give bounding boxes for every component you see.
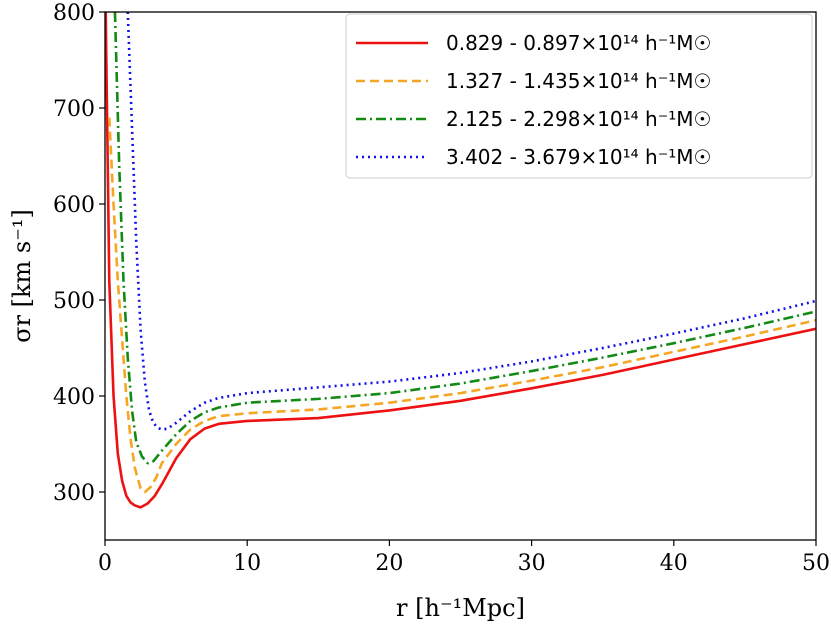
series-line-2 <box>107 117 816 494</box>
plot-frame <box>104 11 817 541</box>
series-group <box>105 12 816 509</box>
series-line-3 <box>113 12 816 465</box>
series-line-4 <box>126 12 816 431</box>
x-tick-label-50: 50 <box>802 551 830 576</box>
x-tick-label-0: 0 <box>98 551 112 576</box>
legend-label-3: 2.125 - 2.298×10¹⁴ h⁻¹M☉ <box>446 107 711 131</box>
y-tick-label-300: 300 <box>53 481 95 506</box>
legend-box <box>345 13 813 179</box>
y-tick-label-500: 500 <box>53 289 95 314</box>
x-tick-label-20: 20 <box>375 551 403 576</box>
y-tick-label-700: 700 <box>53 97 95 122</box>
legend-label-4: 3.402 - 3.679×10¹⁴ h⁻¹M☉ <box>446 145 711 169</box>
legend-label-1: 0.829 - 0.897×10¹⁴ h⁻¹M☉ <box>446 31 711 55</box>
legend: 0.829 - 0.897×10¹⁴ h⁻¹M☉ 1.327 - 1.435×10… <box>345 13 813 179</box>
series-line-1 <box>105 12 816 509</box>
y-axis-label: σr [km s⁻¹] <box>8 209 36 343</box>
x-axis-label: r [h⁻¹Mpc] <box>396 594 525 622</box>
y-tick-label-800: 800 <box>53 1 95 26</box>
y-tick-label-400: 400 <box>53 385 95 410</box>
x-tick-label-40: 40 <box>660 551 688 576</box>
legend-label-2: 1.327 - 1.435×10¹⁴ h⁻¹M☉ <box>446 69 711 93</box>
y-tick-label-600: 600 <box>53 193 95 218</box>
x-tick-label-10: 10 <box>233 551 261 576</box>
x-tick-label-30: 30 <box>518 551 546 576</box>
